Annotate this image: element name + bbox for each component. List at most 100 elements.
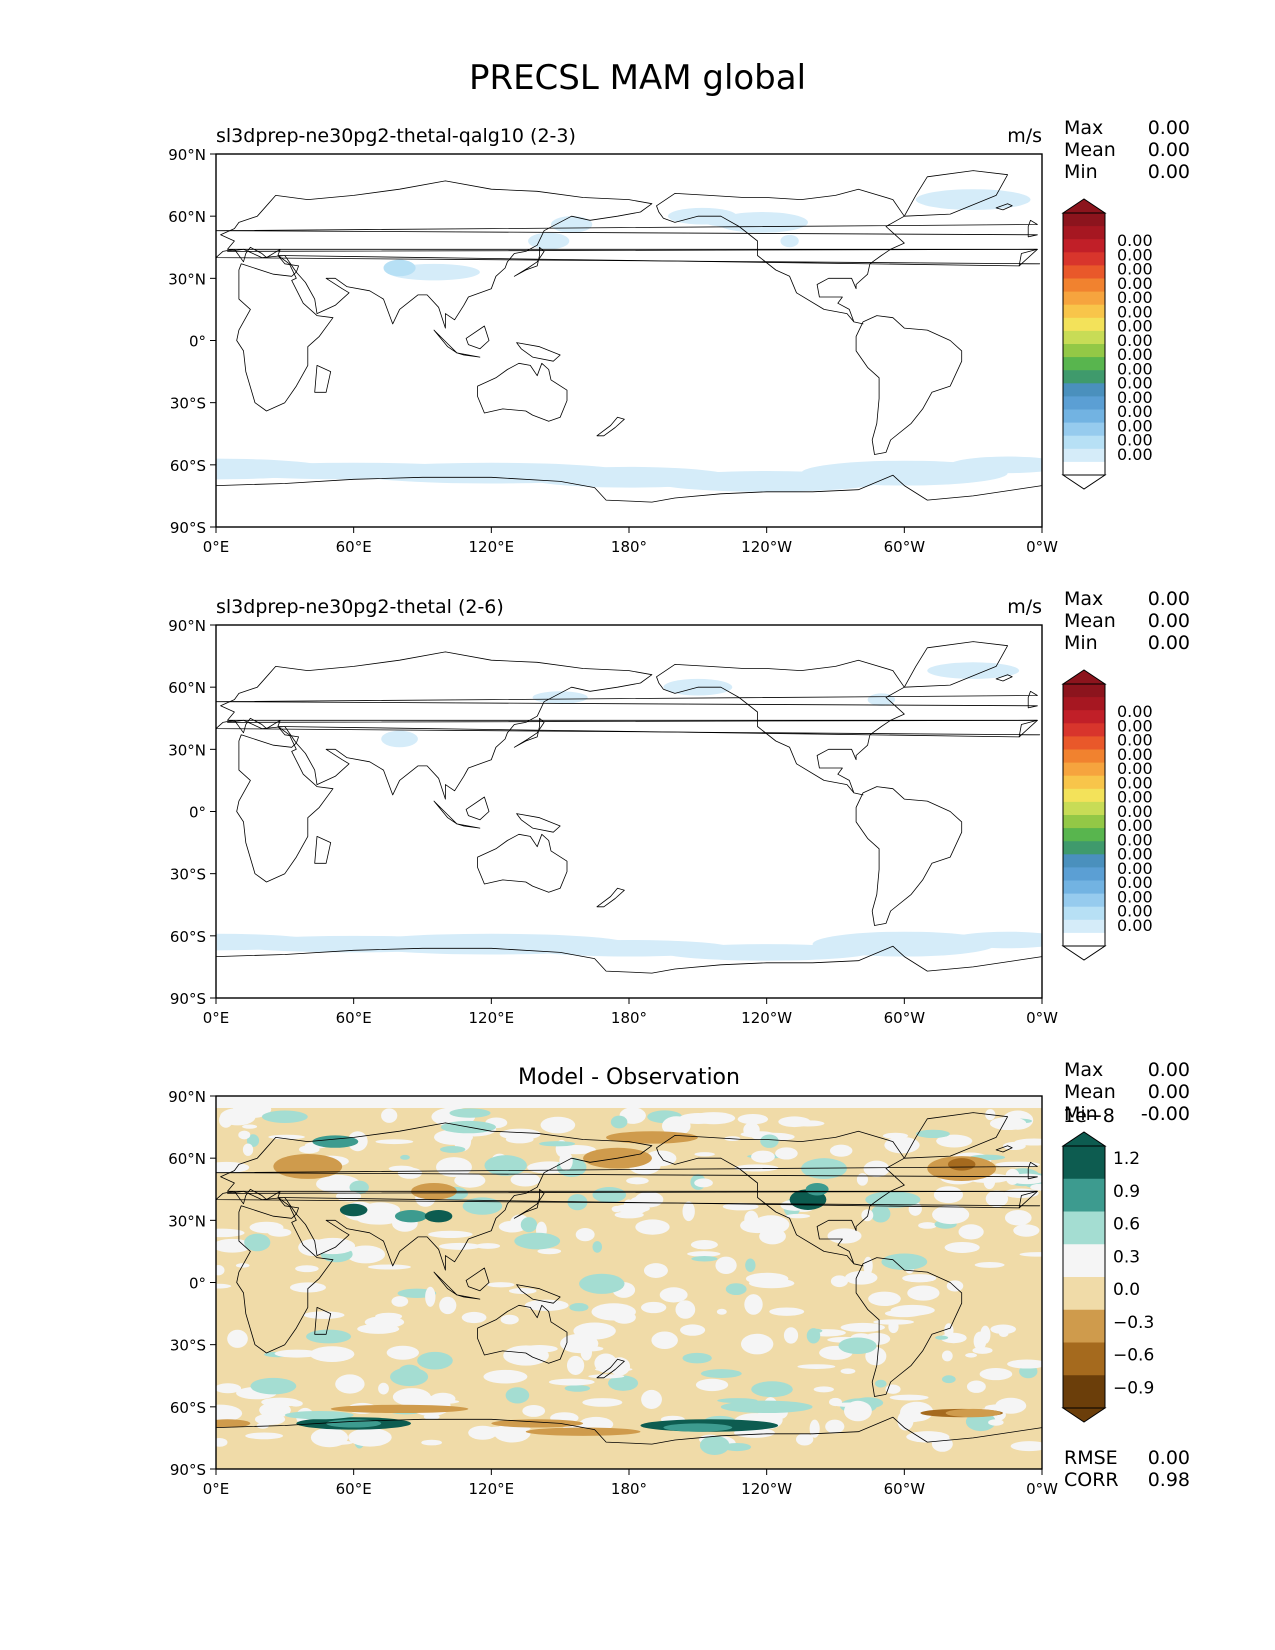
colorbar-segment: [1063, 893, 1105, 908]
field-layer: [216, 154, 1042, 527]
stat-label: Max: [1064, 1059, 1103, 1081]
field-blob: [743, 1122, 760, 1138]
field-blob: [540, 1116, 576, 1134]
coastline: [656, 1130, 905, 1267]
field-blob: [1007, 1359, 1042, 1369]
field-blob: [813, 1386, 834, 1393]
field-blob: [884, 1309, 923, 1318]
field-blob: [695, 1378, 729, 1392]
y-tick-label: 90°S: [170, 1461, 206, 1479]
field-blob: [349, 1180, 369, 1195]
field-blob: [918, 1222, 937, 1229]
field-blob: [505, 1387, 530, 1404]
field-blob: [889, 1394, 929, 1401]
colorbar-segment: [1063, 383, 1105, 397]
coastline: [477, 362, 568, 422]
field-blob: [520, 1217, 538, 1233]
y-tick-label: 90°N: [168, 1088, 206, 1106]
colorbar-segment: [1063, 435, 1105, 450]
panel-title: Model - Observation: [518, 1065, 740, 1090]
colorbar-label: 0.3: [1113, 1247, 1140, 1267]
field-blob: [868, 1291, 901, 1307]
field-blob: [461, 1311, 487, 1324]
field-blob: [720, 1400, 813, 1414]
field-blob: [812, 931, 997, 957]
field-blob: [844, 1270, 878, 1285]
colorbar-label: 0.00: [1117, 788, 1153, 807]
colorbar-segment: [1063, 226, 1105, 240]
field-blob: [483, 1369, 528, 1384]
field-blob: [267, 1228, 292, 1237]
field-blob: [579, 1273, 625, 1294]
field-blob: [216, 1383, 242, 1394]
coastline: [656, 188, 905, 325]
field-blob: [775, 1147, 798, 1160]
field-blob: [965, 1353, 978, 1358]
field-blob: [295, 1265, 319, 1273]
field-blob: [348, 1428, 392, 1447]
field-blob: [330, 1404, 469, 1414]
colorbar-label: 0.00: [1117, 288, 1153, 307]
stat-label: Min: [1064, 1103, 1098, 1125]
field-blob: [592, 1241, 603, 1253]
field-blob: [651, 1331, 678, 1350]
colorbar-frame: [1062, 683, 1106, 947]
field-blob: [259, 1402, 291, 1418]
stat-label: Min: [1064, 161, 1098, 183]
colorbar-label: 1.2: [1113, 1149, 1140, 1169]
field-blob: [675, 1300, 696, 1319]
colorbar-segment: [1063, 304, 1105, 319]
field-blob: [690, 1240, 718, 1250]
field-blob: [641, 1389, 662, 1409]
field-blob: [428, 1230, 473, 1238]
stat-value: 0.00: [1148, 161, 1190, 183]
colorbar-segment: [1063, 448, 1105, 463]
colorbar-segment: [1063, 906, 1105, 921]
x-tick-label: 0°W: [1026, 1009, 1058, 1027]
field-blob: [935, 1335, 949, 1340]
coastline: [433, 1271, 458, 1296]
colorbar-segment: [1063, 919, 1105, 934]
coastline: [456, 1294, 481, 1300]
colorbar-label: 0.00: [1117, 716, 1153, 735]
field-blob: [795, 1433, 814, 1446]
colorbar-segment: [1063, 252, 1105, 266]
colorbar-label: 0.0: [1113, 1280, 1140, 1300]
field-blob: [635, 1219, 670, 1235]
y-tick-label: 60°N: [168, 679, 206, 697]
colorbar-segment: [1063, 841, 1105, 855]
field-blob: [760, 1134, 779, 1148]
y-tick-label: 30°S: [170, 866, 206, 884]
field-blob: [564, 1384, 591, 1392]
colorbar-label: 0.00: [1117, 873, 1153, 892]
colorbar-label: 0.00: [1117, 816, 1153, 835]
field-blob: [748, 1278, 795, 1289]
coastline: [216, 1122, 1041, 1271]
field-blob: [972, 1347, 993, 1354]
field-blob: [510, 1172, 541, 1187]
colorbar-label: 0.00: [1117, 274, 1153, 293]
field-blob: [612, 1311, 636, 1324]
coastline: [903, 1112, 1008, 1159]
field-blob: [827, 1228, 862, 1244]
stat-label: Max: [1064, 117, 1103, 139]
field-blob: [484, 1155, 527, 1176]
y-tick-label: 30°N: [168, 1212, 206, 1230]
field-blob: [945, 1408, 1001, 1418]
x-tick-label: 60°E: [336, 1480, 372, 1498]
colorbar-frame: [1062, 212, 1106, 476]
field-blob: [659, 1287, 688, 1303]
field-blob: [326, 1419, 382, 1428]
figure-title: PRECSL MAM global: [468, 58, 807, 98]
field-blob: [809, 1328, 823, 1333]
field-blob: [383, 259, 416, 277]
y-tick-label: 30°N: [168, 270, 206, 288]
colorbar-segment: [1063, 370, 1105, 384]
field-blob: [424, 1209, 453, 1223]
field-blob: [805, 1183, 829, 1196]
field-blob: [539, 1141, 576, 1147]
colorbar-segment: [1063, 723, 1105, 737]
field-blob: [339, 1203, 368, 1217]
field-blob: [797, 1364, 836, 1369]
